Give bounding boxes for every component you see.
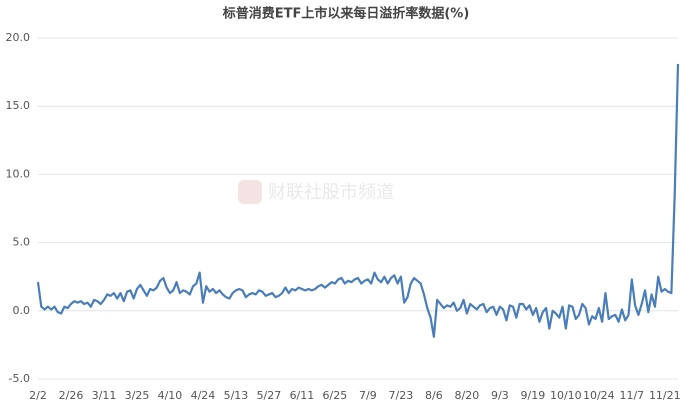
x-tick-label: 8/6 — [425, 389, 443, 402]
x-tick-label: 3/11 — [92, 389, 117, 402]
y-tick-label: 20.0 — [6, 31, 31, 44]
x-tick-label: 9/3 — [491, 389, 509, 402]
y-tick-label: 10.0 — [6, 167, 31, 180]
x-tick-label: 10/24 — [583, 389, 615, 402]
x-tick-label: 4/10 — [158, 389, 183, 402]
y-tick-label: 0.0 — [13, 304, 31, 317]
y-tick-label: -5.0 — [9, 372, 30, 385]
x-tick-label: 7/23 — [389, 389, 414, 402]
x-tick-label: 8/20 — [455, 389, 480, 402]
data-line — [36, 63, 680, 338]
y-tick-label: 15.0 — [6, 99, 31, 112]
x-tick-label: 6/11 — [290, 389, 315, 402]
watermark: 财联社股市频道 — [268, 182, 394, 203]
x-tick-label: 2/26 — [59, 389, 84, 402]
chart-title: 标普消费ETF上市以来每日溢折率数据(%) — [222, 6, 470, 22]
x-tick-label: 6/25 — [323, 389, 348, 402]
x-tick-label: 3/25 — [125, 389, 150, 402]
y-tick-label: 5.0 — [13, 236, 31, 249]
watermark-logo — [238, 180, 262, 204]
x-tick-label: 2/2 — [29, 389, 47, 402]
x-tick-label: 5/13 — [224, 389, 249, 402]
x-tick-label: 5/27 — [257, 389, 282, 402]
x-tick-label: 7/9 — [359, 389, 377, 402]
x-tick-label: 9/19 — [520, 389, 545, 402]
x-tick-label: 11/7 — [619, 389, 644, 402]
x-tick-label: 4/24 — [191, 389, 216, 402]
x-tick-label: 10/10 — [550, 389, 582, 402]
x-tick-label: 11/21 — [649, 389, 681, 402]
